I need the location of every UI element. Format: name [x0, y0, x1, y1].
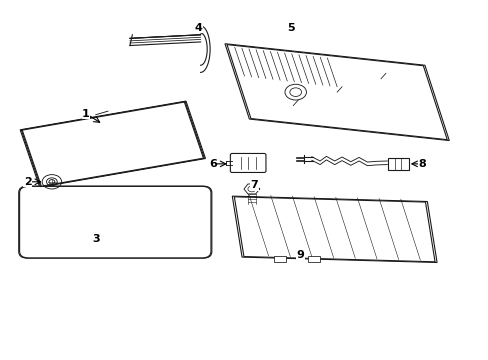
Text: 3: 3	[92, 234, 100, 244]
Text: 5: 5	[286, 23, 294, 33]
Text: 2: 2	[23, 177, 31, 187]
Bar	[307, 256, 320, 262]
Bar	[387, 158, 408, 170]
Text: 7: 7	[250, 180, 258, 190]
Text: 9: 9	[296, 250, 304, 260]
Polygon shape	[226, 45, 447, 140]
Bar	[273, 256, 285, 262]
Text: 8: 8	[418, 159, 426, 169]
FancyBboxPatch shape	[19, 186, 211, 258]
Polygon shape	[22, 102, 203, 186]
FancyBboxPatch shape	[230, 153, 265, 172]
Text: 4: 4	[194, 23, 202, 33]
FancyBboxPatch shape	[20, 186, 210, 258]
Text: 1: 1	[82, 109, 90, 119]
Text: 6: 6	[208, 159, 216, 169]
Polygon shape	[234, 197, 434, 262]
